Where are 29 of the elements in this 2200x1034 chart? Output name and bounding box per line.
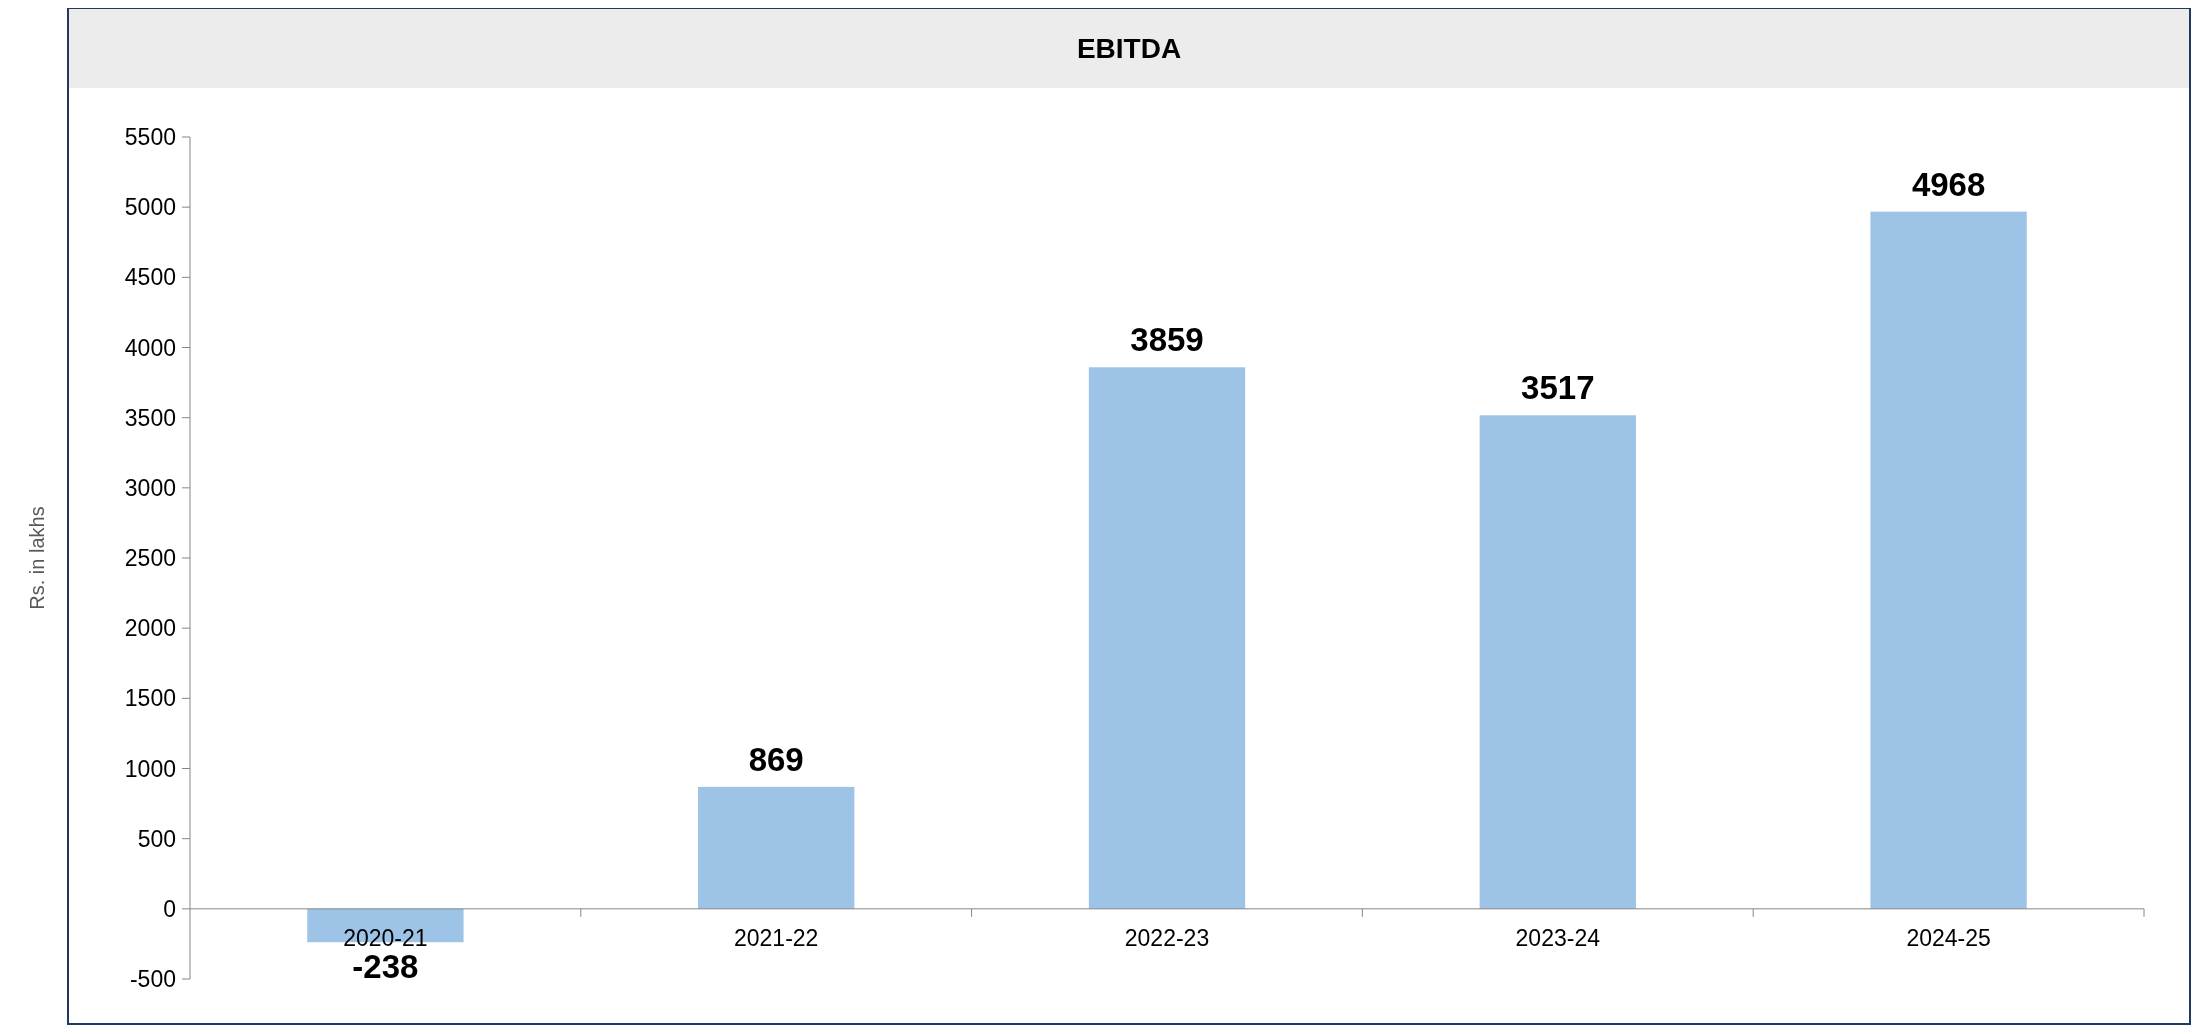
bar [1479,415,1636,909]
y-tick-label: 4500 [124,264,176,291]
bar [698,786,855,909]
x-tick-label: 2021-22 [733,924,819,951]
y-tick-label: 2500 [124,545,176,571]
data-label: 3517 [1521,369,1595,407]
y-tick-label: 1500 [124,685,176,712]
y-tick-label: 4000 [124,334,176,361]
data-label: 3859 [1130,321,1204,359]
y-tick-label: 2000 [124,615,176,642]
y-tick-label: 3000 [124,474,176,501]
y-tick-label: 500 [137,825,176,852]
x-tick-label: 2023-24 [1515,924,1601,951]
x-tick-label: 2024-25 [1906,924,1991,951]
y-tick-label: 3500 [124,404,176,431]
x-tick-label: 2020-21 [343,924,428,951]
data-label: -238 [352,948,419,986]
y-tick-label: 0 [163,895,176,922]
y-tick-label: 1000 [124,755,176,782]
y-tick-label: 5000 [124,194,176,221]
data-label: 869 [748,740,804,778]
chart-title: EBITDA [1076,33,1182,64]
y-tick-label: 5500 [124,124,176,150]
bar [1088,367,1246,909]
x-tick-label: 2022-23 [1124,924,1210,951]
y-axis-title: Rs. in lakhs [26,506,48,610]
bar [1870,211,2027,909]
y-tick-label: -500 [129,966,176,992]
data-label: 4968 [1911,165,1986,203]
